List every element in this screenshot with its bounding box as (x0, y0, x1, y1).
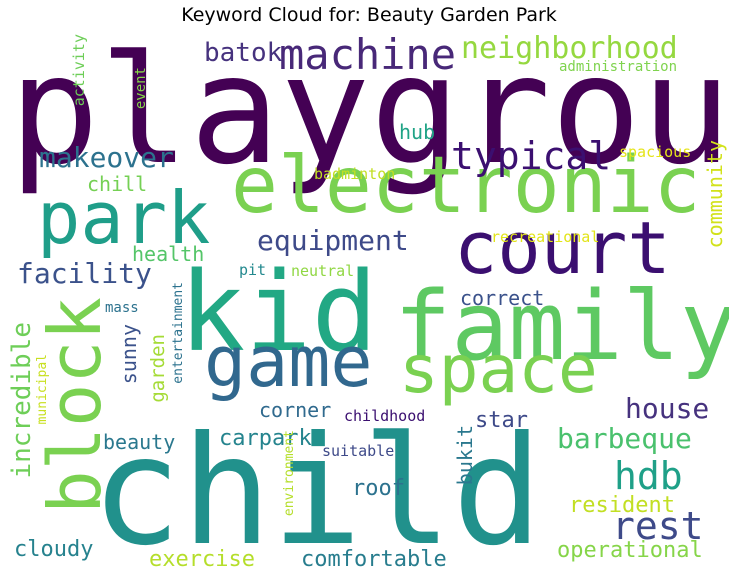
word-entertainment: entertainment (171, 282, 186, 384)
word-event: event (133, 67, 149, 110)
word-game: game (204, 321, 373, 403)
word-exercise: exercise (149, 547, 255, 572)
word-beauty: beauty (103, 430, 176, 454)
word-machine: machine (279, 32, 457, 79)
word-comfortable: comfortable (301, 547, 447, 572)
word-mass: mass (105, 300, 139, 316)
word-sunny: sunny (117, 324, 141, 385)
word-roof: roof (352, 476, 405, 501)
word-pit: pit (239, 261, 267, 279)
word-childhood: childhood (344, 407, 426, 425)
word-bukit: bukit (453, 425, 477, 486)
figure-title: Keyword Cloud for: Beauty Garden Park (181, 4, 557, 26)
word-space: space (399, 331, 598, 408)
word-administration: administration (559, 59, 678, 75)
word-hdb: hdb (614, 454, 683, 498)
word-incredible: incredible (9, 322, 37, 479)
word-makeover: makeover (39, 141, 174, 174)
word-carpark: carpark (219, 426, 312, 451)
word-activity: activity (70, 34, 88, 107)
word-garden: garden (147, 334, 169, 403)
word-corner: corner (259, 398, 332, 422)
word-star: star (475, 408, 528, 433)
word-suitable: suitable (322, 442, 395, 460)
word-neighborhood: neighborhood (461, 32, 678, 66)
word-rest: rest (612, 504, 704, 548)
word-neutral: neutral (291, 262, 355, 280)
word-badminton: badminton (314, 165, 396, 183)
word-child: child (91, 405, 543, 577)
word-equipment: equipment (257, 224, 409, 257)
word-playground: playground (9, 32, 729, 198)
word-family: family (394, 272, 729, 382)
word-typical: typical (451, 134, 612, 178)
word-environment: environment (282, 430, 297, 517)
word-house: house (625, 392, 710, 425)
word-cloudy: cloudy (14, 537, 94, 562)
word-resident: resident (569, 493, 675, 518)
word-electronic: electronic (231, 141, 701, 231)
word-batok: batok (204, 38, 283, 68)
word-operational: operational (557, 538, 703, 563)
word-hub: hub (399, 120, 436, 144)
word-chill: chill (87, 172, 148, 196)
word-court: court (454, 206, 671, 290)
word-kid: kid (179, 248, 378, 376)
word-park: park (37, 176, 211, 260)
word-municipal: municipal (35, 354, 50, 425)
word-facility: facility (17, 257, 152, 290)
word-community: community (703, 140, 727, 249)
word-spacious: spacious (619, 143, 692, 161)
word-health: health (132, 242, 205, 266)
word-barbeque: barbeque (557, 422, 692, 455)
word-recreational: recreational (491, 228, 600, 246)
word-correct: correct (460, 286, 545, 310)
